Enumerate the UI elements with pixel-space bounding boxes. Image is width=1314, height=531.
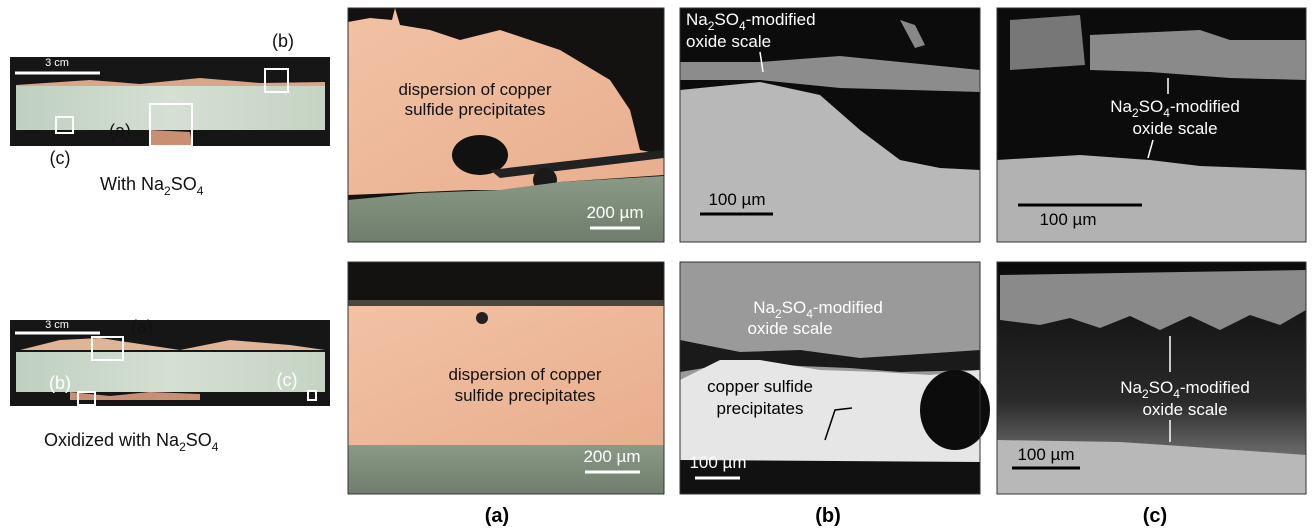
- marker: (a): [109, 121, 131, 141]
- shape: [348, 300, 664, 306]
- figure: 3 cm (b) (a) (c) With Na2SO4 3 cm (a) (b…: [0, 0, 1314, 531]
- scale-label: 3 cm: [45, 57, 69, 69]
- text: -modified: [1180, 378, 1250, 397]
- annotation: precipitates: [717, 399, 804, 418]
- marker: (a): [131, 317, 153, 337]
- text: Na: [1110, 97, 1132, 116]
- marker: (c): [50, 148, 71, 168]
- subscript: 4: [197, 184, 204, 198]
- scale-label: 100 µm: [1017, 445, 1074, 464]
- text: Oxidized with Na: [44, 430, 180, 450]
- annotation: dispersion of copper: [398, 80, 551, 99]
- shape: [476, 312, 488, 324]
- column-label: (b): [815, 505, 841, 527]
- panel-c-bottom: Na2SO4-modified oxide scale 100 µm: [997, 262, 1306, 494]
- panel-a-bottom: dispersion of copper sulfide precipitate…: [348, 262, 664, 494]
- panel-b-bottom: Na2SO4-modified oxide scale copper sulfi…: [680, 262, 990, 494]
- subscript: 4: [212, 440, 219, 454]
- page: 3 cm (b) (a) (c) With Na2SO4 3 cm (a) (b…: [0, 0, 1314, 531]
- text: -modified: [813, 298, 883, 317]
- marker: (c): [277, 370, 298, 390]
- text: Na: [1120, 378, 1142, 397]
- annotation: oxide scale: [747, 319, 832, 338]
- annotation: copper sulfide: [707, 377, 813, 396]
- panel-a-top: dispersion of copper sulfide precipitate…: [348, 8, 664, 242]
- annotation: sulfide precipitates: [405, 100, 546, 119]
- text: SO: [171, 174, 197, 194]
- scale-label: 200 µm: [583, 447, 640, 466]
- panel-b-top: Na2SO4-modified oxide scale 100 µm: [680, 8, 980, 242]
- column-label: (a): [485, 505, 509, 527]
- scale-label: 200 µm: [586, 203, 643, 222]
- annotation: sulfide precipitates: [455, 386, 596, 405]
- panel-c-top: Na2SO4-modified oxide scale 100 µm: [997, 8, 1306, 242]
- scale-label: 3 cm: [45, 319, 69, 331]
- text: With Na: [100, 174, 165, 194]
- marker: (b): [49, 373, 71, 393]
- scale-label: 100 µm: [708, 190, 765, 209]
- scale-label: 100 µm: [689, 453, 746, 472]
- annotation: dispersion of copper: [448, 365, 601, 384]
- text: SO: [782, 298, 807, 317]
- overview-2: 3 cm (a) (b) (c) Oxidized with Na2SO4: [10, 317, 330, 454]
- overview-1: 3 cm (b) (a) (c) With Na2SO4: [10, 31, 330, 198]
- shape: [150, 130, 192, 146]
- annotation: oxide scale: [686, 32, 771, 51]
- text: -modified: [1170, 97, 1240, 116]
- column-label: (c): [1143, 505, 1167, 527]
- text: -modified: [746, 10, 816, 29]
- text: SO: [1149, 378, 1174, 397]
- text: SO: [714, 10, 739, 29]
- annotation: oxide scale: [1132, 119, 1217, 138]
- shape: [1010, 15, 1085, 70]
- annotation: oxide scale: [1142, 400, 1227, 419]
- caption: With Na2SO4: [100, 174, 204, 198]
- text: SO: [186, 430, 212, 450]
- scale-label: 100 µm: [1039, 210, 1096, 229]
- caption: Oxidized with Na2SO4: [44, 430, 219, 454]
- text: Na: [686, 10, 708, 29]
- marker: (b): [272, 31, 294, 51]
- text: SO: [1139, 97, 1164, 116]
- text: Na: [753, 298, 775, 317]
